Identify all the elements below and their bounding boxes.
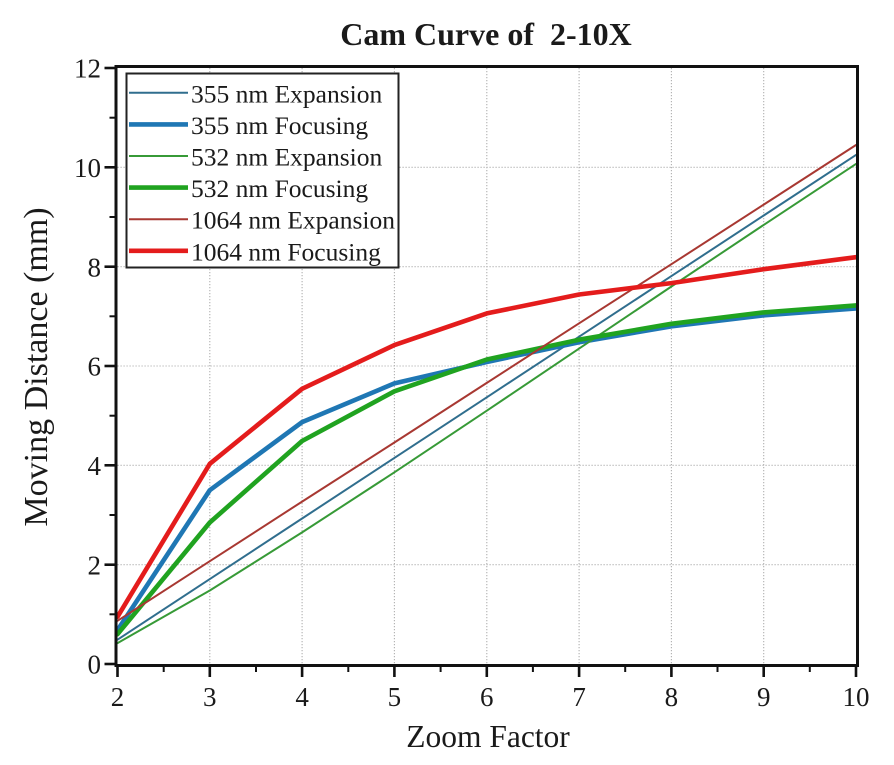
svg-text:355 nm Expansion: 355 nm Expansion [191,79,382,108]
svg-text:Zoom Factor: Zoom Factor [406,719,570,754]
svg-text:4: 4 [295,682,309,712]
svg-text:Moving Distance (mm): Moving Distance (mm) [18,207,55,526]
svg-text:4: 4 [88,451,102,481]
svg-text:6: 6 [480,682,494,712]
svg-text:12: 12 [74,54,101,84]
svg-text:0: 0 [88,650,102,680]
svg-text:7: 7 [572,682,586,712]
svg-text:1064 nm Focusing: 1064 nm Focusing [191,237,381,266]
svg-text:2: 2 [88,550,102,580]
svg-text:532 nm Expansion: 532 nm Expansion [191,143,382,172]
svg-text:6: 6 [88,352,102,382]
svg-text:355 nm Focusing: 355 nm Focusing [191,111,368,140]
svg-text:9: 9 [757,682,771,712]
svg-text:5: 5 [388,682,402,712]
svg-text:3: 3 [203,682,217,712]
svg-text:10: 10 [843,682,870,712]
svg-text:10: 10 [74,153,101,183]
svg-text:2: 2 [111,682,125,712]
svg-text:1064 nm Expansion: 1064 nm Expansion [191,206,395,235]
svg-text:532 nm Focusing: 532 nm Focusing [191,174,368,203]
svg-text:Cam Curve of 2-10X: Cam Curve of 2-10X [340,16,632,52]
svg-text:8: 8 [88,252,102,282]
svg-text:8: 8 [665,682,679,712]
